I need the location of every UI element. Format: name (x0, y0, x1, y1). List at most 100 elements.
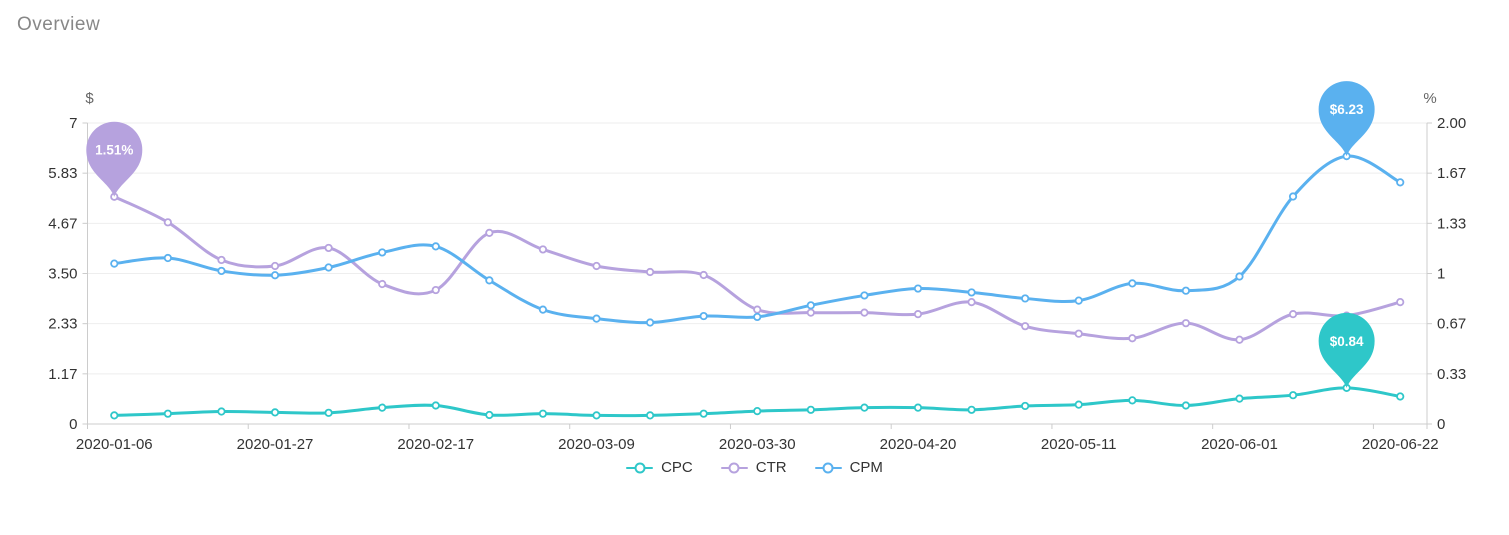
series-cpc-point (110, 411, 119, 420)
series-ctr-point (1396, 297, 1405, 307)
x-axis-tick-label: 2020-01-06 (76, 436, 153, 453)
series-cpc-point (485, 410, 494, 420)
series-cpc-point (913, 403, 923, 412)
series-ctr-point (324, 243, 333, 253)
series-ctr-point (1128, 334, 1137, 343)
y-right-tick-label: 1.67 (1437, 165, 1466, 182)
legend-item-label: CPM (849, 459, 883, 476)
x-axis-tick-label: 2020-03-30 (719, 436, 796, 453)
series-ctr-point (431, 285, 440, 295)
series-ctr-point (1181, 319, 1190, 328)
legend-line-marker-icon (626, 461, 654, 474)
page-title: Overview (17, 14, 101, 35)
series-cpc-point (1288, 391, 1298, 400)
series-cpm-point (1021, 294, 1030, 303)
series-ctr-point (592, 261, 601, 271)
series-cpm-point (1235, 272, 1244, 281)
series-cpc-point (1021, 401, 1030, 411)
markpoint-label: $6.23 (1330, 102, 1364, 117)
markpoint-cpc-pin: $0.84 (1318, 312, 1375, 388)
series-cpm-point (1396, 178, 1405, 187)
series-ctr-point (1235, 335, 1244, 344)
series-cpc-point (1128, 396, 1137, 405)
y-right-tick-label: 0.67 (1437, 316, 1466, 333)
y-right-tick-label: 0.33 (1437, 366, 1466, 383)
series-ctr-point (913, 310, 923, 319)
y-left-tick-label: 3.50 (48, 266, 77, 283)
y-left-tick-label: 4.67 (48, 215, 77, 232)
series-cpc-point (645, 411, 655, 420)
series-ctr-point (1074, 329, 1083, 338)
series-ctr-point (485, 228, 494, 237)
series-cpm-point (538, 305, 548, 314)
gridlines (87, 122, 1427, 375)
series-ctr-point (538, 245, 548, 254)
series-cpm-point (806, 301, 815, 310)
x-axis-tick-label: 2020-04-20 (880, 436, 957, 453)
series-cpm-point (163, 253, 172, 263)
series-cpm-point (592, 314, 601, 323)
y-right-tick-label: 2.00 (1437, 115, 1466, 132)
series-cpc-point (1396, 392, 1405, 401)
series-cpc-point (1235, 394, 1244, 403)
x-axis-tick-label: 2020-05-11 (1041, 436, 1117, 453)
y-left-tick-label: 2.33 (48, 316, 77, 333)
series-cpm-point (1181, 286, 1190, 295)
series-ctr-point (217, 255, 226, 265)
series-cpc-point (753, 406, 762, 416)
x-axis-tick-label: 2020-02-17 (397, 436, 474, 453)
series-cpm (110, 152, 1405, 327)
markpoint-cpm-pin: $6.23 (1318, 81, 1375, 157)
y-axis-ticks: 0 0 1.17 0.33 2.33 0.67 3.50 1 4.67 1.33 5.83 1.67 7… (48, 115, 1466, 433)
series-cpc-point (1181, 401, 1190, 410)
y-left-tick-label: 7 (69, 115, 77, 132)
legend-item-label: CTR (755, 459, 787, 476)
series-cpm-point (217, 266, 226, 276)
x-axis-tick-label: 2020-06-01 (1201, 436, 1278, 453)
left-axis-unit-label: $ (85, 90, 94, 107)
legend-item-ctr[interactable]: CTR (720, 459, 787, 476)
legend-item-cpm[interactable]: CPM (814, 459, 883, 476)
markpoint-label: 1.51% (95, 143, 133, 158)
series-cpm-point (753, 312, 762, 322)
series-cpc-point (860, 403, 869, 412)
series-cpc-point (324, 408, 333, 417)
series-cpm-point (485, 276, 494, 285)
series-ctr-point (378, 279, 387, 289)
series-cpc-point (431, 401, 440, 410)
series-cpm-point (645, 318, 655, 327)
y-left-tick-label: 5.83 (48, 165, 77, 182)
series-cpc-point (699, 409, 708, 418)
series-ctr-point (270, 261, 280, 271)
y-left-tick-label: 0 (69, 416, 77, 433)
markpoint-ctr-pin: 1.51% (86, 121, 143, 197)
series-cpc-point (378, 403, 387, 412)
series-cpc-point (967, 405, 976, 414)
series-ctr-point (860, 308, 869, 317)
series-cpc-point (592, 411, 601, 420)
series-cpm-point (1128, 279, 1137, 288)
series-cpm-point (967, 288, 976, 297)
series-cpm-point (431, 242, 440, 251)
y-right-tick-label: 0 (1437, 416, 1445, 433)
series-cpm-line (112, 154, 1402, 325)
series-cpm-point (1074, 296, 1083, 305)
series-cpm-point (1288, 192, 1298, 201)
series-cpc (110, 383, 1405, 420)
y-right-tick-label: 1 (1437, 266, 1445, 283)
series-ctr-point (645, 267, 655, 277)
series-cpm-point (860, 291, 869, 300)
x-axis-tick-label: 2020-06-22 (1362, 436, 1439, 453)
markpoint-label: $0.84 (1330, 334, 1364, 349)
series-ctr-point (753, 305, 762, 314)
series-ctr-point (1288, 310, 1298, 319)
legend-line-marker-icon (720, 461, 748, 474)
series-cpm-point (699, 311, 708, 321)
legend-item-cpc[interactable]: CPC (626, 459, 693, 476)
legend-line-marker-icon (814, 461, 842, 474)
series-ctr-point (806, 308, 815, 317)
series-cpc-point (806, 405, 815, 414)
series-cpm-point (378, 248, 387, 257)
